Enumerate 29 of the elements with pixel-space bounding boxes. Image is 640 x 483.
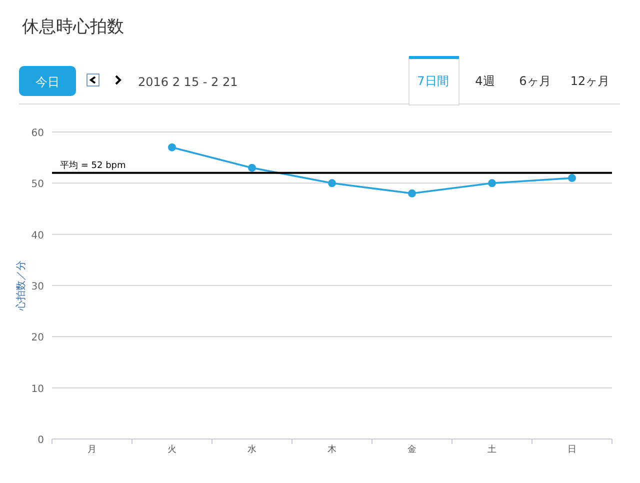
ref-line-label: 平均 = 52 bpm — [60, 160, 126, 171]
y-tick-label: 60 — [31, 128, 44, 139]
y-axis-title: 心拍数／分 — [15, 260, 27, 312]
x-tick-label: 月 — [88, 445, 96, 455]
y-tick-label: 40 — [31, 230, 44, 242]
point — [488, 179, 496, 188]
y-tick-label: 30 — [31, 282, 44, 292]
x-tick-label: 土 — [488, 444, 496, 455]
point — [568, 174, 576, 182]
chart-subtitle: 2016 2 15 - 2 21 — [138, 75, 238, 89]
chart-title: 休息時心拍数 — [22, 17, 124, 37]
x-tick-label: 木 — [328, 444, 336, 455]
x-tick-label: 水 — [248, 444, 256, 455]
point — [328, 179, 336, 188]
point — [408, 189, 416, 198]
x-tick-label: 火 — [168, 444, 176, 455]
y-tick-label: 10 — [31, 384, 44, 395]
point — [248, 164, 256, 172]
y-tick-label: 50 — [31, 179, 44, 190]
y-tick-label: 0 — [38, 435, 44, 446]
point — [168, 143, 176, 152]
text: 12ヶ月 — [570, 74, 610, 88]
x-tick-label: 金 — [408, 444, 416, 455]
x-tick-label: 日 — [568, 445, 576, 455]
text: 4週 — [475, 74, 495, 88]
text: 今日 — [36, 75, 60, 89]
text: 6ヶ月 — [519, 74, 551, 88]
y-tick-label: 20 — [31, 332, 44, 344]
text: 7日間 — [417, 74, 449, 88]
